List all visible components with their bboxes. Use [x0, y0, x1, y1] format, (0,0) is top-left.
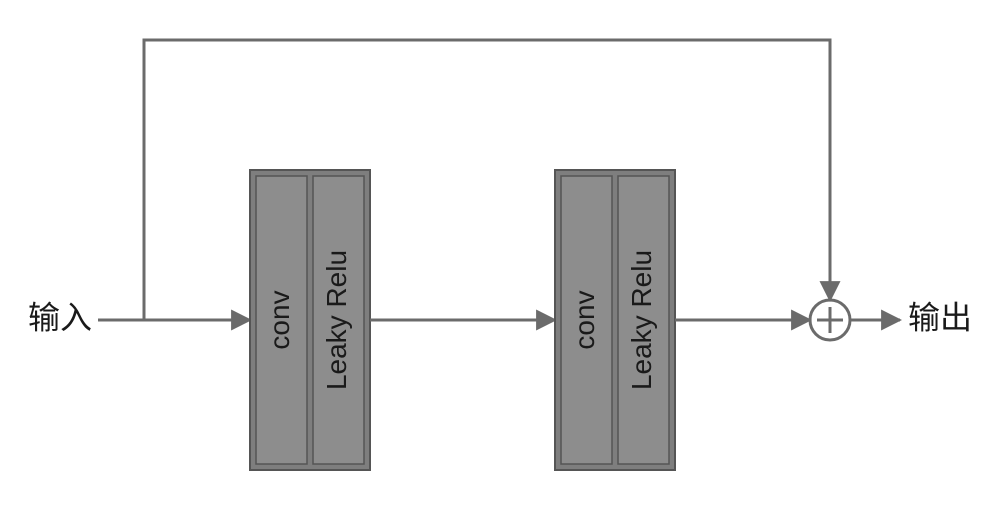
sum-node: [810, 300, 850, 340]
block2-act-label: Leaky Relu: [626, 250, 657, 390]
residual-block-diagram: 输入 conv Leaky Relu conv Leaky Relu 输出: [0, 0, 1000, 506]
conv-block-2: conv Leaky Relu: [555, 170, 675, 470]
block1-act-label: Leaky Relu: [321, 250, 352, 390]
output-label: 输出: [908, 299, 972, 335]
block1-conv-label: conv: [264, 290, 295, 349]
block2-conv-label: conv: [569, 290, 600, 349]
input-label: 输入: [28, 299, 92, 335]
skip-connection-edge: [144, 40, 830, 320]
conv-block-1: conv Leaky Relu: [250, 170, 370, 470]
